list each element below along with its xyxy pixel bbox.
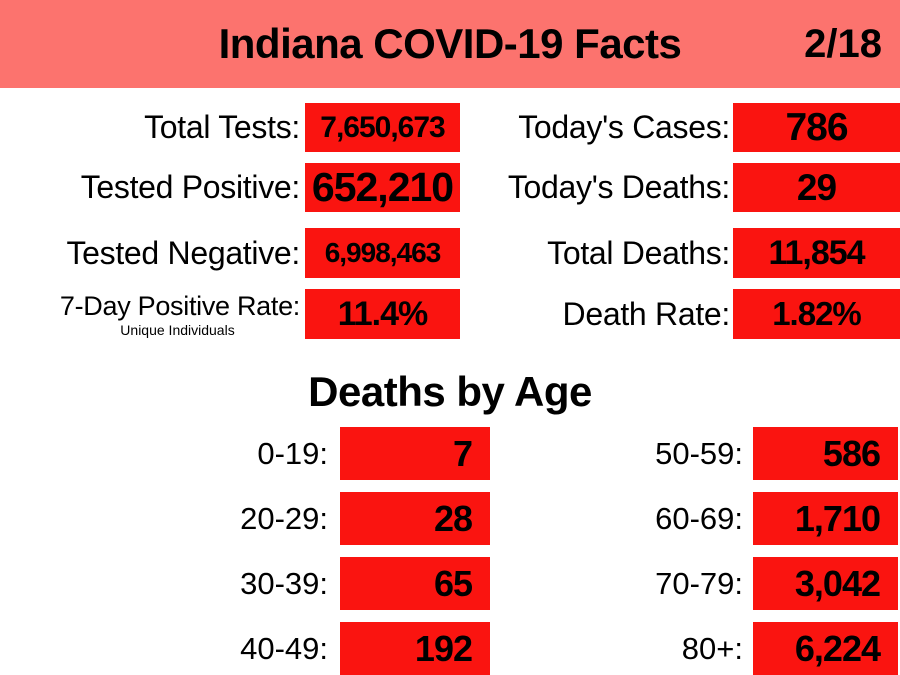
- date-label: 2/18: [804, 22, 882, 66]
- stat-value: 786: [785, 105, 848, 149]
- age-label: 0-19:: [257, 435, 328, 471]
- stat-label: Tested Positive:: [80, 169, 301, 205]
- age-value-box: 586: [753, 427, 898, 480]
- stat-value-box: 29: [733, 163, 900, 212]
- age-label: 30-39:: [240, 565, 328, 601]
- stat-label: 7-Day Positive Rate: Unique Individuals: [0, 289, 305, 339]
- stat-value-box: 652,210: [305, 163, 460, 212]
- stat-row-tested-positive: Tested Positive: 652,210: [0, 163, 462, 212]
- age-value: 7: [452, 432, 473, 474]
- age-value-box: 28: [340, 492, 490, 545]
- age-value: 6,224: [794, 627, 881, 669]
- stat-label: Today's Cases:: [518, 109, 730, 145]
- stat-label: Total Tests:: [144, 109, 300, 145]
- age-value: 192: [414, 627, 473, 669]
- age-value-box: 3,042: [753, 557, 898, 610]
- stat-value-box: 11,854: [733, 228, 900, 278]
- section-title-deaths-by-age: Deaths by Age: [308, 368, 592, 415]
- stat-value-box: 1.82%: [733, 289, 900, 339]
- stat-row-tested-negative: Tested Negative: 6,998,463: [0, 228, 462, 278]
- stat-label: Total Deaths:: [547, 234, 730, 271]
- stat-row-death-rate: Death Rate: 1.82%: [462, 289, 900, 339]
- age-value: 3,042: [794, 562, 881, 604]
- age-value: 65: [433, 562, 473, 604]
- stat-row-todays-deaths: Today's Deaths: 29: [462, 163, 900, 212]
- age-row-60-69: 60-69: 1,710: [490, 492, 898, 545]
- stat-label: Tested Negative:: [66, 234, 300, 271]
- age-row-20-29: 20-29: 28: [0, 492, 490, 545]
- age-value: 28: [433, 497, 473, 539]
- stat-value: 6,998,463: [324, 237, 442, 268]
- stat-value-box: 7,650,673: [305, 103, 460, 152]
- age-label: 70-79:: [655, 565, 743, 601]
- stat-row-total-tests: Total Tests: 7,650,673: [0, 103, 462, 152]
- stat-label-main: 7-Day Positive Rate:: [59, 290, 300, 321]
- stat-sublabel: Unique Individuals: [120, 321, 235, 338]
- age-row-0-19: 0-19: 7: [0, 427, 490, 480]
- stat-value: 29: [796, 166, 837, 208]
- age-label: 80+:: [681, 630, 743, 666]
- age-value-box: 6,224: [753, 622, 898, 675]
- stat-row-positive-rate: 7-Day Positive Rate: Unique Individuals …: [0, 289, 462, 339]
- stat-value-box: 6,998,463: [305, 228, 460, 278]
- stat-row-total-deaths: Total Deaths: 11,854: [462, 228, 900, 278]
- age-row-70-79: 70-79: 3,042: [490, 557, 898, 610]
- stat-value-box: 11.4%: [305, 289, 460, 339]
- age-value: 586: [822, 432, 881, 474]
- stat-label: Death Rate:: [562, 295, 731, 332]
- age-value-box: 1,710: [753, 492, 898, 545]
- header-bar: Indiana COVID-19 Facts 2/18: [0, 0, 900, 88]
- age-label: 40-49:: [240, 630, 328, 666]
- age-label: 60-69:: [655, 500, 743, 536]
- age-row-80-plus: 80+: 6,224: [490, 622, 898, 675]
- page-title: Indiana COVID-19 Facts: [218, 20, 682, 67]
- stat-value: 1.82%: [772, 295, 862, 332]
- stat-value: 11,854: [768, 233, 865, 272]
- stat-label: Today's Deaths:: [507, 169, 730, 205]
- stat-value: 652,210: [311, 164, 454, 210]
- age-value: 1,710: [794, 497, 881, 539]
- age-row-50-59: 50-59: 586: [490, 427, 898, 480]
- stat-value-box: 786: [733, 103, 900, 152]
- age-value-box: 7: [340, 427, 490, 480]
- stat-row-todays-cases: Today's Cases: 786: [462, 103, 900, 152]
- age-row-40-49: 40-49: 192: [0, 622, 490, 675]
- age-label: 20-29:: [240, 500, 328, 536]
- age-value-box: 65: [340, 557, 490, 610]
- age-label: 50-59:: [655, 435, 743, 471]
- age-value-box: 192: [340, 622, 490, 675]
- age-row-30-39: 30-39: 65: [0, 557, 490, 610]
- stat-value: 11.4%: [337, 294, 429, 333]
- stat-value: 7,650,673: [320, 110, 445, 144]
